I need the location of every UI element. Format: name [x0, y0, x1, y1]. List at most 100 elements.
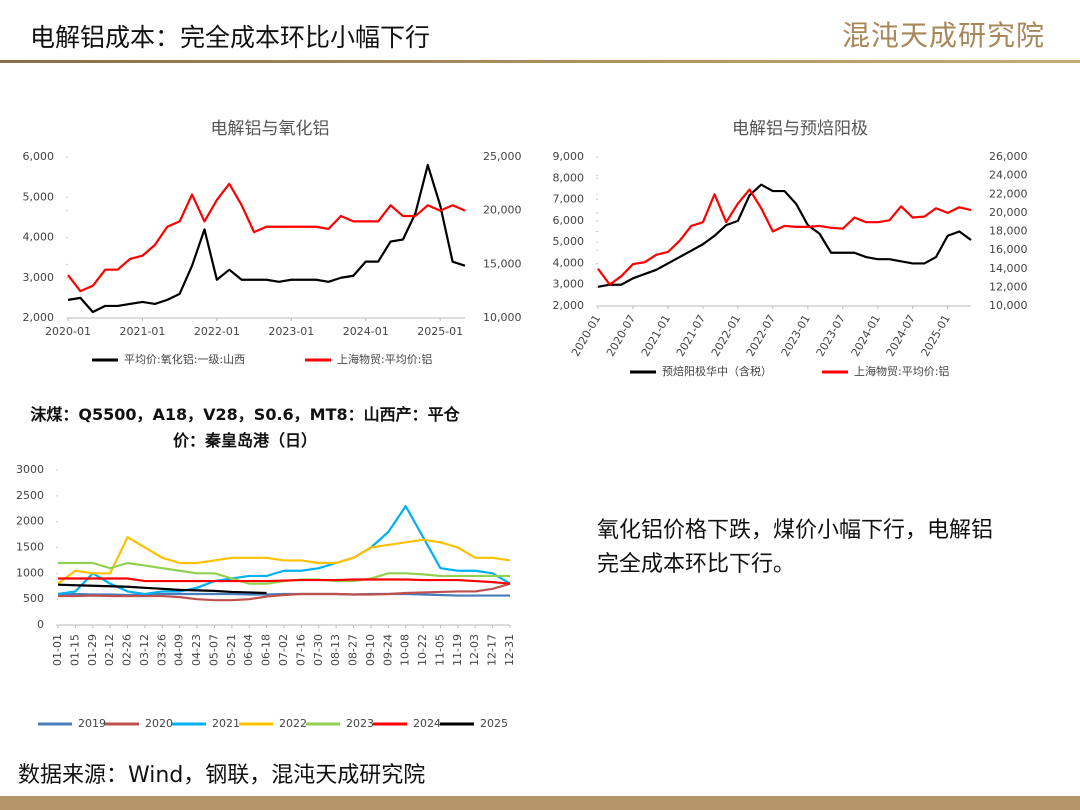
legend-label: 2023 — [346, 717, 374, 730]
y-tick-label: 20,000 — [483, 204, 522, 217]
x-tick-label: 03-26 — [155, 634, 168, 666]
x-tick-label: 10-08 — [399, 634, 412, 666]
slide-title: 电解铝成本：完全成本环比小幅下行 — [30, 23, 431, 52]
x-tick-label: 2020-01 — [569, 313, 603, 359]
legend-label: 2019 — [78, 717, 106, 730]
y-tick-label: 2,000 — [553, 299, 585, 312]
x-tick-label: 10-22 — [416, 634, 429, 666]
y-tick-label: 1000 — [16, 566, 44, 579]
x-tick-label: 2022-01 — [709, 313, 743, 359]
series-line — [57, 583, 267, 595]
x-tick-label: 07-02 — [277, 634, 290, 666]
x-tick-label: 2022-01 — [194, 325, 240, 338]
legend-label: 上海物贸:平均价:铝 — [337, 352, 432, 366]
x-tick-label: 01-01 — [51, 634, 64, 666]
x-tick-label: 2025-01 — [417, 325, 463, 338]
footer-bar — [0, 796, 1080, 810]
x-tick-label: 07-16 — [294, 634, 307, 666]
x-tick-label: 2021-01 — [639, 313, 673, 359]
y-tick-label: 26,000 — [989, 150, 1028, 163]
y-tick-label: 24,000 — [989, 169, 1028, 182]
x-tick-label: 05-07 — [207, 634, 220, 666]
x-tick-label: 2024-01 — [343, 325, 389, 338]
y-tick-label: 12,000 — [989, 280, 1028, 293]
legend-label: 2020 — [145, 717, 173, 730]
y-tick-label: 22,000 — [989, 187, 1028, 200]
y-tick-label: 3000 — [16, 463, 44, 476]
legend-label: 预焙阳极华中（含税） — [662, 364, 772, 378]
y-tick-label: 2500 — [16, 489, 44, 502]
y-tick-label: 5,000 — [23, 190, 55, 203]
x-tick-label: 01-15 — [68, 634, 81, 666]
x-tick-label: 04-23 — [190, 634, 203, 666]
x-tick-label: 2021-07 — [674, 313, 708, 359]
y-tick-label: 15,000 — [483, 257, 522, 270]
series-line — [67, 163, 466, 314]
legend-label: 平均价:氧化铝:一级:山西 — [124, 352, 245, 366]
series-line — [57, 536, 511, 585]
x-tick-label: 12-31 — [503, 634, 516, 666]
x-tick-label: 03-12 — [138, 634, 151, 666]
x-tick-label: 2023-01 — [268, 325, 314, 338]
x-tick-label: 01-29 — [86, 634, 99, 666]
y-tick-label: 9,000 — [553, 150, 585, 163]
y-tick-label: 4,000 — [553, 256, 585, 269]
x-tick-label: 08-27 — [347, 634, 360, 666]
series-line — [57, 505, 511, 596]
chart-title: 电解铝与氧化铝 — [210, 119, 330, 139]
x-tick-label: 2024-01 — [849, 313, 883, 359]
note: 氧化铝价格下跌，煤价小幅下行，电解铝完全成本环比下行。 — [597, 518, 994, 577]
series-line — [67, 182, 466, 293]
x-tick-label: 04-09 — [173, 634, 186, 666]
y-tick-label: 20,000 — [989, 206, 1028, 219]
chart-title: 沫煤：Q5500，A18，V28，S0.6，MT8：山西产：平仓价：秦皇岛港（日… — [30, 405, 460, 450]
y-tick-label: 7,000 — [553, 193, 585, 206]
x-tick-label: 2020-07 — [604, 313, 638, 359]
legend-label: 2021 — [212, 717, 240, 730]
y-tick-label: 2,000 — [23, 311, 55, 324]
y-tick-label: 5,000 — [553, 235, 585, 248]
x-tick-label: 02-26 — [121, 634, 134, 666]
legend-label: 2025 — [480, 717, 508, 730]
y-tick-label: 0 — [37, 618, 44, 631]
x-tick-label: 09-24 — [381, 634, 394, 666]
y-tick-label: 1500 — [16, 541, 44, 554]
y-tick-label: 6,000 — [553, 214, 585, 227]
x-tick-label: 06-18 — [260, 634, 273, 666]
y-tick-label: 10,000 — [483, 311, 522, 324]
x-tick-label: 2023-07 — [814, 313, 848, 359]
x-tick-label: 2020-01 — [45, 325, 91, 338]
x-tick-label: 2023-01 — [779, 313, 813, 359]
header-rule — [0, 60, 1080, 63]
y-tick-label: 6,000 — [23, 150, 55, 163]
x-tick-label: 12-17 — [486, 634, 499, 666]
series-line — [597, 183, 972, 288]
x-tick-label: 05-21 — [225, 634, 238, 666]
series-line — [597, 188, 972, 286]
x-tick-label: 2025-01 — [919, 313, 953, 359]
x-tick-label: 2024-07 — [884, 313, 918, 359]
series-line — [58, 582, 511, 602]
x-tick-label: 09-10 — [364, 634, 377, 666]
y-tick-label: 3,000 — [553, 278, 585, 291]
legend-label: 上海物贸:平均价:铝 — [854, 364, 949, 378]
y-tick-label: 4,000 — [23, 231, 55, 244]
y-tick-label: 16,000 — [989, 243, 1028, 256]
x-tick-label: 2021-01 — [119, 325, 165, 338]
y-tick-label: 2000 — [16, 515, 44, 528]
legend-label: 2024 — [413, 717, 441, 730]
x-tick-label: 12-03 — [468, 634, 481, 666]
y-tick-label: 8,000 — [553, 171, 585, 184]
series-line — [58, 577, 511, 585]
x-tick-label: 11-19 — [451, 634, 464, 666]
y-tick-label: 14,000 — [989, 262, 1028, 275]
source: 数据来源：Wind，钢联，混沌天成研究院 — [18, 763, 426, 788]
x-tick-label: 07-30 — [312, 634, 325, 666]
x-tick-label: 06-04 — [242, 634, 255, 666]
x-tick-label: 08-13 — [329, 634, 342, 666]
chart-title: 电解铝与预焙阳极 — [732, 119, 868, 139]
logo: 混沌天成研究院 — [842, 19, 1046, 52]
y-tick-label: 500 — [23, 592, 44, 605]
y-tick-label: 25,000 — [483, 150, 522, 163]
